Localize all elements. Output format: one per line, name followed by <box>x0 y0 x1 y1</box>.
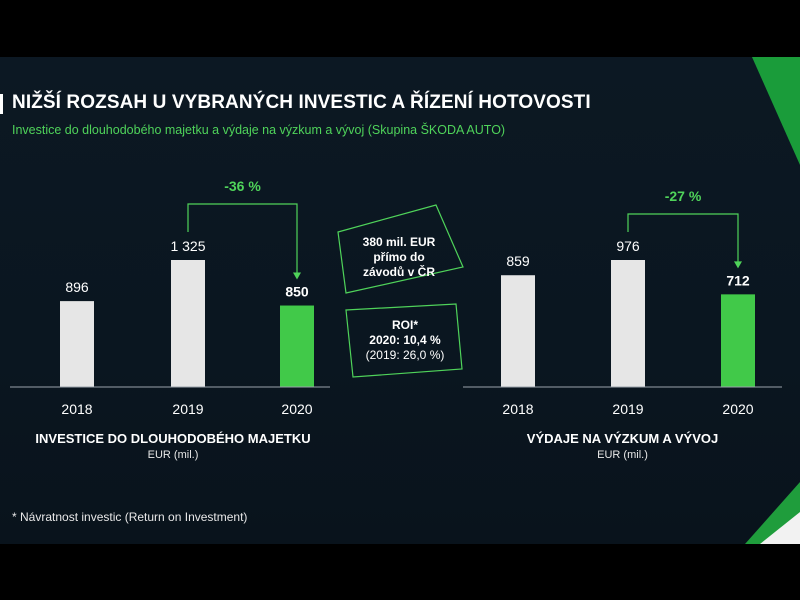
chart2-change-arrow-head <box>734 261 742 269</box>
chart1-category-label-2019: 2019 <box>172 401 203 417</box>
chart1-bar-2019 <box>171 260 205 387</box>
callout-direct-line3: závodů v ČR <box>362 265 435 279</box>
callout-roi-line3: (2019: 26,0 %) <box>365 348 445 362</box>
chart2-change-arrow-line <box>627 213 739 263</box>
chart1-category-label-2020: 2020 <box>281 401 312 417</box>
title-accent-bar <box>0 94 3 114</box>
chart1-title: INVESTICE DO DLOUHODOBÉHO MAJETKU <box>35 431 310 446</box>
chart1-unit-label: EUR (mil.) <box>148 449 199 461</box>
page-subtitle: Investice do dlouhodobého majetku a výda… <box>12 123 506 137</box>
chart2-value-label-2020: 712 <box>726 272 750 288</box>
slide: NIŽŠÍ ROZSAH U VYBRANÝCH INVESTIC A ŘÍZE… <box>0 57 800 544</box>
page-title: NIŽŠÍ ROZSAH U VYBRANÝCH INVESTIC A ŘÍZE… <box>12 92 591 113</box>
chart1-change-arrow-line <box>187 203 298 274</box>
chart2-bar-2018 <box>501 275 535 387</box>
callout-roi-line1: ROI* <box>391 318 418 332</box>
chart2-bar-2019 <box>611 260 645 387</box>
callout-direct-line1: 380 mil. EUR <box>362 235 436 249</box>
chart2-category-label-2018: 2018 <box>502 401 533 417</box>
chart1-bar-2018 <box>60 301 94 387</box>
callout-roi-line2: 2020: 10,4 % <box>369 333 441 347</box>
chart2-unit-label: EUR (mil.) <box>597 449 648 461</box>
chart1-category-label-2018: 2018 <box>61 401 92 417</box>
footnote: * Návratnost investic (Return on Investm… <box>12 510 248 524</box>
chart2-title: VÝDAJE NA VÝZKUM A VÝVOJ <box>527 431 718 446</box>
chart2-change-label: -27 % <box>665 188 702 204</box>
chart1-value-label-2020: 850 <box>285 284 309 300</box>
white-corner-shape <box>760 512 800 544</box>
chart1-value-label-2019: 1 325 <box>170 238 205 254</box>
chart1-bar-2020 <box>280 305 314 387</box>
chart1-change-arrow-head <box>293 272 301 280</box>
decorative-background <box>745 57 800 544</box>
callout-direct-line2: přímo do <box>373 250 425 264</box>
callout-roi: ROI* 2020: 10,4 % (2019: 26,0 %) <box>350 318 460 363</box>
callout-direct-investment: 380 mil. EUR přímo do závodů v ČR <box>344 235 454 280</box>
green-corner-shape <box>752 57 800 165</box>
chart2-category-label-2019: 2019 <box>612 401 643 417</box>
chart2-bar-2020 <box>721 294 755 387</box>
chart2-value-label-2018: 859 <box>506 253 530 269</box>
chart1-change-label: -36 % <box>224 178 261 194</box>
chart2-category-label-2020: 2020 <box>722 401 753 417</box>
charts-canvas: 896 2018 1 325 2019 850 2020 -36 % INVESTICE DO… <box>10 178 782 461</box>
callout-frame-roi <box>345 303 463 378</box>
chart2-value-label-2019: 976 <box>616 238 640 254</box>
callout-frame-direct <box>337 204 464 294</box>
chart1-value-label-2018: 896 <box>65 279 89 295</box>
